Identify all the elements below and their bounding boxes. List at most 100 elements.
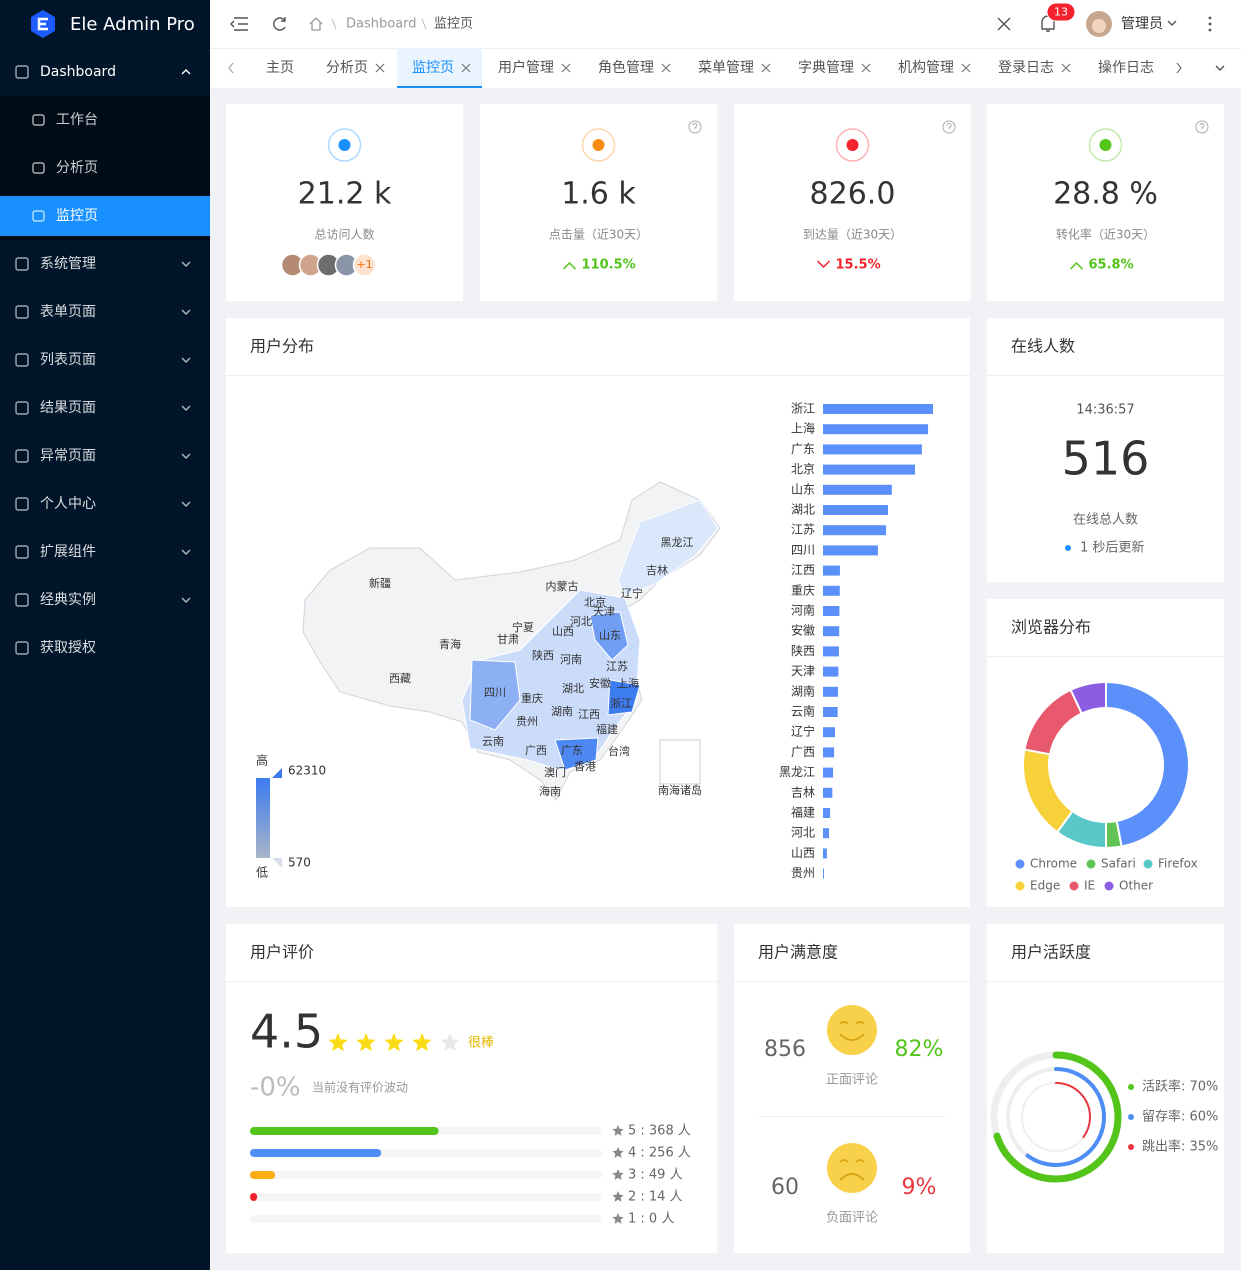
menu-item[interactable]: 经典实例 [40, 592, 96, 608]
bar-label: 天津 [791, 664, 815, 678]
legend-label[interactable]: Edge [1030, 879, 1060, 893]
trend-arrow [562, 261, 577, 270]
bar [823, 626, 840, 637]
legend-label[interactable]: Other [1119, 879, 1153, 893]
tab[interactable]: 角色管理 [598, 59, 654, 76]
tab-close[interactable] [861, 63, 871, 73]
tab-close[interactable] [961, 63, 971, 73]
tab-close[interactable] [1061, 63, 1071, 73]
menu-item[interactable]: 异常页面 [40, 448, 96, 464]
tab[interactable]: 登录日志 [998, 60, 1054, 76]
more-icon[interactable] [1208, 22, 1212, 26]
help-icon[interactable] [942, 120, 956, 134]
card-title: 用户评价 [250, 943, 314, 962]
menu-icon [15, 65, 29, 79]
legend-dot [1128, 1084, 1134, 1090]
bar-label: 浙江 [791, 402, 815, 416]
bar [823, 787, 833, 798]
bar-label: 山西 [791, 846, 815, 860]
map-label: 内蒙古 [546, 579, 579, 593]
submenu-item[interactable]: 工作台 [56, 112, 98, 128]
chevron [181, 69, 191, 75]
stat-label: 总访问人数 [314, 227, 374, 242]
tab-arrow[interactable] [228, 62, 234, 74]
stat-label: 转化率（近30天） [1056, 227, 1155, 242]
stat-value: 21.2 k [298, 177, 392, 212]
menu-item[interactable]: 获取授权 [40, 640, 96, 656]
online-count: 516 [1062, 432, 1150, 486]
menu-item[interactable]: 结果页面 [40, 400, 96, 416]
tab[interactable]: 机构管理 [898, 60, 954, 76]
map-label: 重庆 [521, 691, 543, 705]
face-icon [827, 1005, 877, 1055]
tab[interactable]: 操作日志 [1098, 60, 1154, 76]
map-label: 河南 [560, 653, 582, 666]
rating-track [250, 1215, 602, 1223]
visual-map-handle [272, 858, 282, 868]
menu-item[interactable]: Dashboard [40, 64, 116, 80]
map-label: 四川 [484, 686, 506, 699]
home-icon[interactable] [309, 17, 323, 31]
menu-item[interactable]: 个人中心 [40, 496, 96, 512]
bar [823, 848, 827, 859]
tab[interactable]: 菜单管理 [698, 60, 754, 76]
fullscreen-icon[interactable] [997, 17, 1011, 31]
menu-item[interactable]: 表单页面 [40, 304, 96, 320]
tab[interactable]: 主页 [266, 60, 294, 76]
tab[interactable]: 监控页 [412, 60, 454, 76]
brand: Ele Admin Pro [70, 14, 195, 35]
tab-close[interactable] [561, 63, 571, 73]
tab[interactable]: 用户管理 [498, 59, 554, 76]
help-icon[interactable] [1195, 120, 1209, 134]
star-icon [612, 1147, 624, 1158]
fold-icon[interactable] [230, 17, 248, 31]
tab-arrow[interactable] [1176, 62, 1182, 74]
tab[interactable]: 分析页 [326, 60, 368, 76]
review-label: 负面评论 [826, 1211, 878, 1226]
refresh-icon[interactable] [273, 17, 286, 31]
legend-label[interactable]: Safari [1101, 857, 1136, 871]
submenu-item[interactable]: 监控页 [56, 208, 98, 224]
online-time: 14:36:57 [1076, 403, 1134, 418]
card-title: 用户分布 [250, 337, 314, 356]
map-label: 天津 [593, 605, 615, 618]
map-label: 黑龙江 [661, 536, 694, 549]
user-name[interactable]: 管理员 [1121, 16, 1163, 32]
bar [823, 565, 840, 576]
rating-star [328, 1033, 348, 1052]
breadcrumb-sep [421, 18, 427, 30]
rating-row-label: 4 : 256 人 [628, 1146, 691, 1161]
tab-indicator [397, 86, 482, 88]
tab-close[interactable] [761, 63, 771, 73]
trend-arrow [816, 260, 831, 269]
rating-star [356, 1033, 376, 1052]
legend-dot [1015, 859, 1025, 869]
legend-label[interactable]: Firefox [1158, 857, 1198, 871]
tab-close[interactable] [661, 63, 671, 73]
legend-label[interactable]: IE [1084, 879, 1095, 893]
menu-icon [15, 497, 29, 511]
menu-item[interactable]: 系统管理 [40, 256, 96, 272]
more-icon[interactable] [1208, 16, 1212, 20]
bar [823, 747, 835, 758]
bar [823, 444, 922, 455]
legend-label[interactable]: Chrome [1030, 857, 1077, 871]
bar [823, 686, 839, 697]
bar-label: 湖北 [791, 502, 815, 517]
help-icon[interactable] [688, 120, 702, 134]
more-icon[interactable] [1208, 28, 1212, 32]
star-icon [612, 1213, 624, 1224]
submenu-item[interactable]: 分析页 [56, 160, 98, 176]
menu-item[interactable]: 列表页面 [40, 352, 96, 368]
card [987, 924, 1224, 1253]
breadcrumb[interactable]: Dashboard [346, 17, 417, 32]
review-count: 60 [771, 1175, 799, 1200]
tab[interactable]: 字典管理 [798, 60, 854, 76]
menu-item[interactable]: 扩展组件 [40, 544, 96, 560]
legend-dot [1104, 881, 1114, 891]
bar-label: 重庆 [791, 583, 815, 597]
tab-close[interactable] [461, 63, 471, 73]
breadcrumb-sep [331, 18, 337, 30]
tab-close[interactable] [375, 63, 385, 73]
visual-map-handle [272, 768, 282, 778]
